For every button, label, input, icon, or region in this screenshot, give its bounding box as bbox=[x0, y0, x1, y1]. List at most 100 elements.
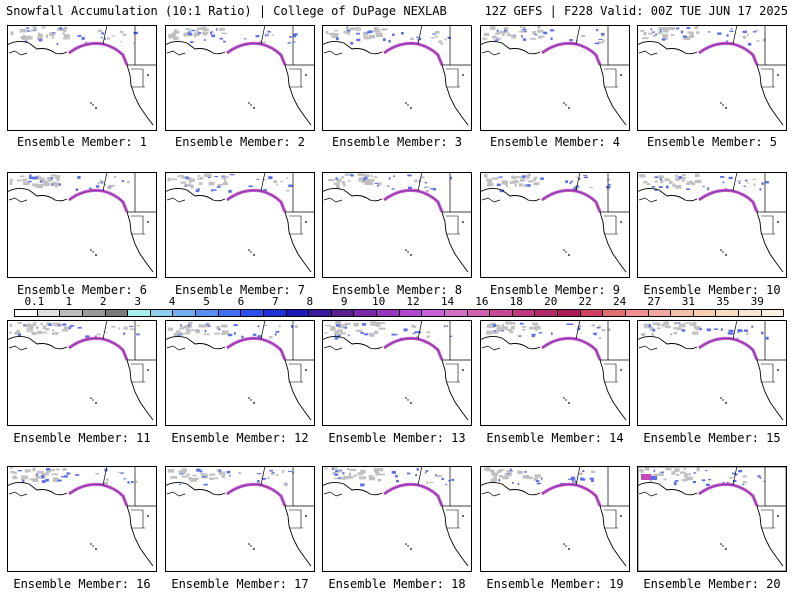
legend-swatch bbox=[105, 310, 129, 316]
ensemble-member-label: Ensemble Member: 13 bbox=[328, 431, 466, 445]
ensemble-member-label: Ensemble Member: 9 bbox=[489, 283, 621, 297]
map-icon bbox=[480, 25, 630, 131]
legend-swatch bbox=[331, 310, 355, 316]
map-icon bbox=[322, 466, 472, 572]
legend-swatch bbox=[241, 310, 264, 316]
legend-swatch bbox=[580, 310, 604, 316]
legend-swatch bbox=[173, 310, 196, 316]
legend-swatch bbox=[15, 310, 38, 316]
legend-tick-label: 0.1 bbox=[24, 295, 45, 308]
ensemble-member-map bbox=[7, 25, 157, 131]
ensemble-member-map bbox=[637, 25, 787, 131]
legend-tick-label: 10 bbox=[371, 295, 386, 308]
ensemble-member-map bbox=[637, 320, 787, 426]
legend-swatch bbox=[671, 310, 694, 316]
legend-swatch bbox=[218, 310, 242, 316]
map-icon bbox=[637, 25, 787, 131]
legend-swatch bbox=[716, 310, 739, 316]
legend-swatch bbox=[150, 310, 174, 316]
ensemble-member-map bbox=[637, 172, 787, 278]
ensemble-member-label: Ensemble Member: 7 bbox=[174, 283, 306, 297]
map-icon bbox=[7, 25, 157, 131]
legend-tick-label: 6 bbox=[237, 295, 245, 308]
ensemble-member-label: Ensemble Member: 2 bbox=[174, 135, 306, 149]
ensemble-member-map bbox=[480, 466, 630, 572]
map-icon bbox=[7, 320, 157, 426]
map-icon bbox=[480, 466, 630, 572]
legend-tick-label: 1 bbox=[65, 295, 73, 308]
ensemble-member-map bbox=[165, 320, 315, 426]
ensemble-member-label: Ensemble Member: 6 bbox=[16, 283, 148, 297]
ensemble-member-label: Ensemble Member: 20 bbox=[643, 577, 781, 591]
legend-swatch bbox=[60, 310, 83, 316]
ensemble-member-map bbox=[322, 172, 472, 278]
legend-swatch bbox=[354, 310, 377, 316]
legend-swatch bbox=[422, 310, 445, 316]
legend-tick-label: 12 bbox=[406, 295, 420, 308]
legend-swatch bbox=[82, 310, 106, 316]
map-icon bbox=[165, 25, 315, 131]
snowfall-color-legend bbox=[14, 309, 784, 317]
ensemble-member-map bbox=[480, 172, 630, 278]
legend-swatch bbox=[467, 310, 491, 316]
legend-tick-label: 3 bbox=[134, 295, 141, 308]
legend-tick-label: 4 bbox=[168, 295, 176, 308]
legend-swatch bbox=[196, 310, 219, 316]
map-icon bbox=[165, 172, 315, 278]
legend-swatch bbox=[128, 310, 151, 316]
ensemble-member-label: Ensemble Member: 18 bbox=[328, 577, 466, 591]
legend-swatch bbox=[535, 310, 558, 316]
legend-swatch bbox=[444, 310, 468, 316]
legend-tick-label: 9 bbox=[340, 295, 348, 308]
map-icon bbox=[322, 172, 472, 278]
ensemble-member-label: Ensemble Member: 19 bbox=[486, 577, 624, 591]
legend-tick-label: 22 bbox=[578, 295, 592, 308]
legend-swatch bbox=[648, 310, 672, 316]
ensemble-member-map bbox=[7, 172, 157, 278]
ensemble-member-map bbox=[322, 466, 472, 572]
ensemble-member-label: Ensemble Member: 17 bbox=[171, 577, 309, 591]
map-icon bbox=[637, 172, 787, 278]
ensemble-member-label: Ensemble Member: 1 bbox=[16, 135, 148, 149]
ensemble-member-label: Ensemble Member: 5 bbox=[646, 135, 778, 149]
map-icon bbox=[165, 320, 315, 426]
legend-tick-label: 35 bbox=[716, 295, 730, 308]
map-icon bbox=[7, 466, 157, 572]
ensemble-member-label: Ensemble Member: 11 bbox=[13, 431, 151, 445]
ensemble-member-label: Ensemble Member: 15 bbox=[643, 431, 781, 445]
legend-tick-label: 31 bbox=[681, 295, 696, 308]
legend-swatch bbox=[286, 310, 310, 316]
ensemble-member-map bbox=[480, 25, 630, 131]
map-icon bbox=[637, 320, 787, 426]
legend-tick-labels: 0.1 1 2 3 4 5 6 7 8 9 10 12 14 16 18 20 22 24 27 31 35 39 bbox=[0, 296, 800, 308]
legend-swatch bbox=[625, 310, 649, 316]
legend-swatch bbox=[399, 310, 423, 316]
legend-tick-label: 2 bbox=[99, 295, 107, 308]
ensemble-member-label: Ensemble Member: 4 bbox=[489, 135, 621, 149]
legend-swatch bbox=[263, 310, 287, 316]
legend-swatch bbox=[512, 310, 536, 316]
ensemble-member-label: Ensemble Member: 16 bbox=[13, 577, 151, 591]
legend-tick-label: 20 bbox=[544, 295, 558, 308]
legend-swatch bbox=[603, 310, 626, 316]
legend-swatch bbox=[693, 310, 717, 316]
legend-swatch bbox=[490, 310, 513, 316]
legend-tick-label: 14 bbox=[440, 295, 455, 308]
legend-swatch bbox=[37, 310, 61, 316]
ensemble-member-map bbox=[165, 466, 315, 572]
legend-swatch bbox=[558, 310, 581, 316]
legend-swatch bbox=[377, 310, 400, 316]
legend-tick-label: 39 bbox=[750, 295, 764, 308]
ensemble-member-map bbox=[165, 25, 315, 131]
run-valid-time: 12Z GEFS | F228 Valid: 00Z TUE JUN 17 20… bbox=[484, 4, 788, 18]
ensemble-member-map bbox=[322, 25, 472, 131]
ensemble-member-label: Ensemble Member: 10 bbox=[643, 283, 781, 297]
legend-tick-label: 18 bbox=[509, 295, 523, 308]
ensemble-member-label: Ensemble Member: 12 bbox=[171, 431, 309, 445]
ensemble-member-map bbox=[7, 466, 157, 572]
map-icon bbox=[637, 466, 787, 572]
map-icon bbox=[322, 25, 472, 131]
legend-swatch bbox=[761, 310, 784, 316]
ensemble-member-map bbox=[165, 172, 315, 278]
